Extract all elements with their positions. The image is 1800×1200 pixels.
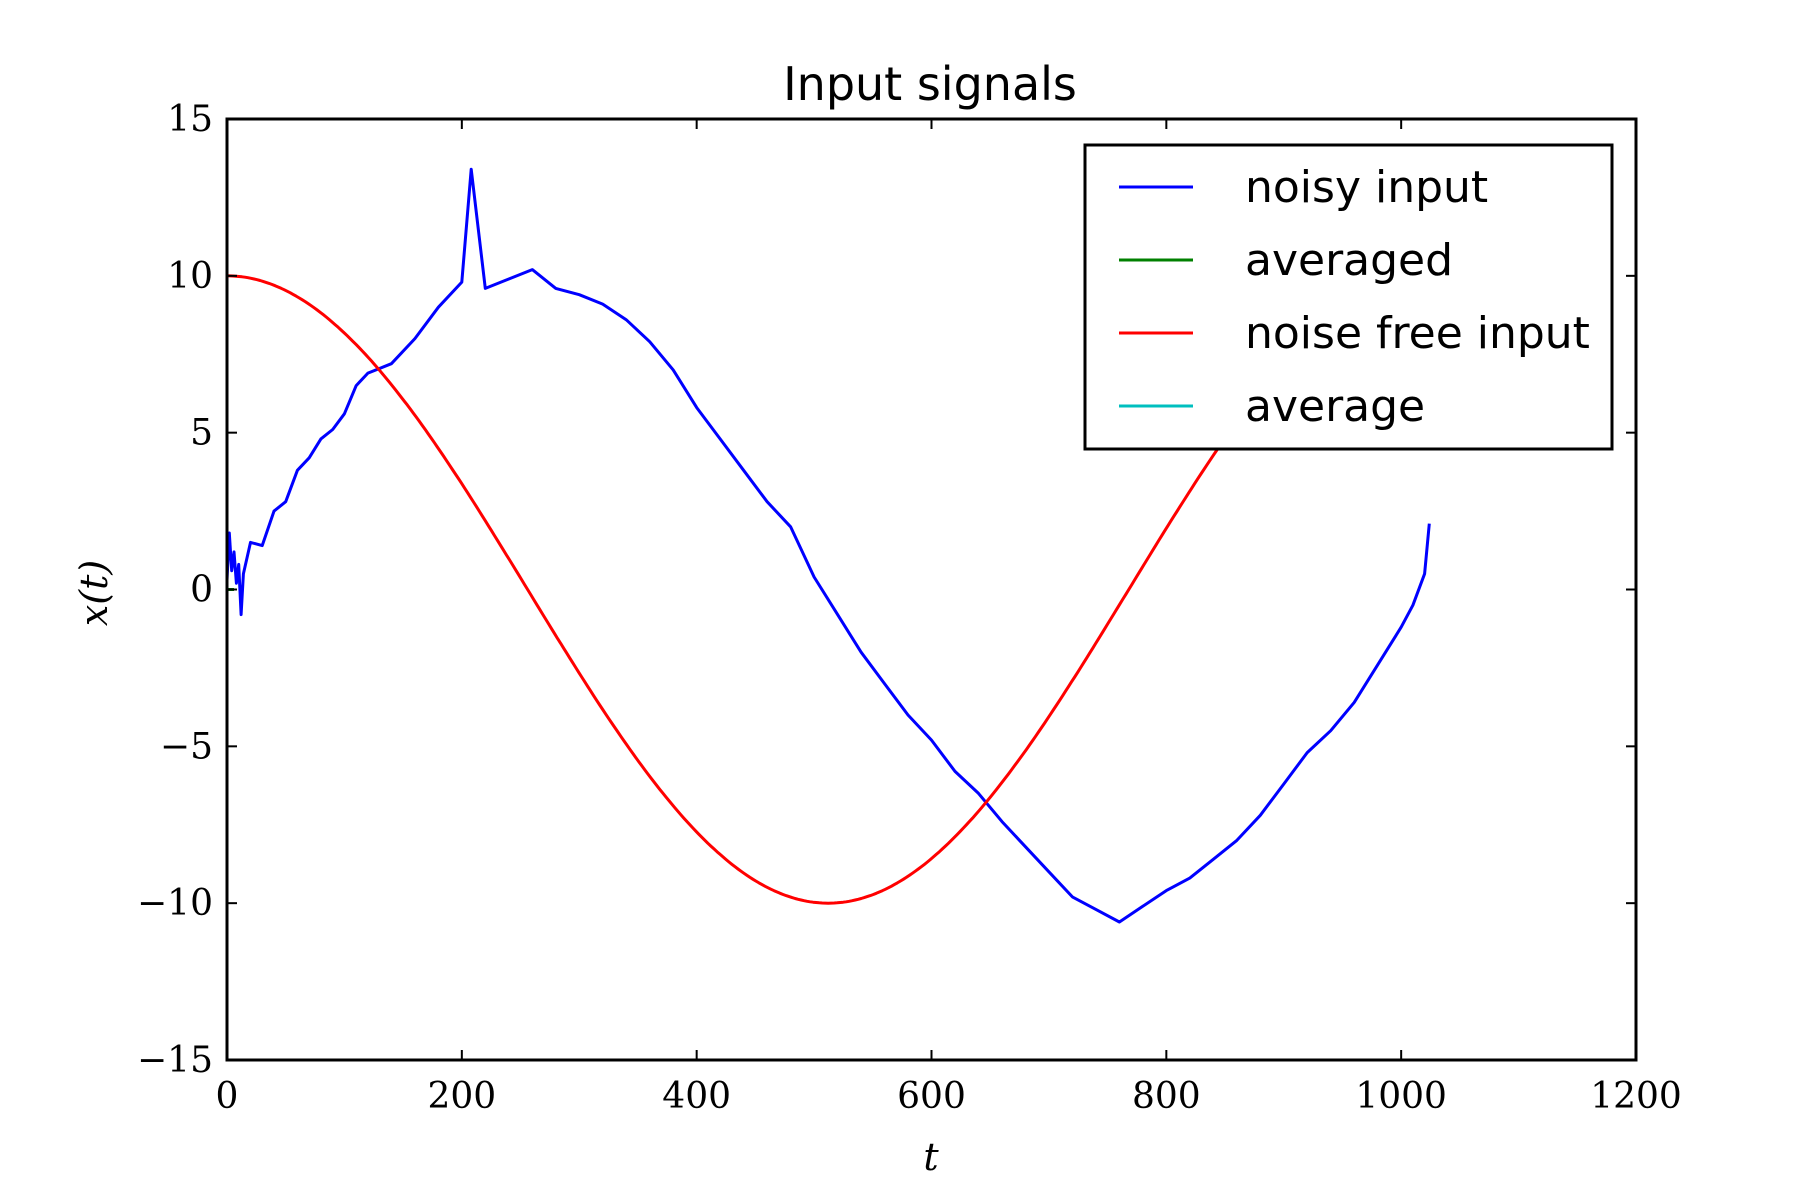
y-tick-label: 15 [167, 99, 213, 140]
chart-title: Input signals [783, 57, 1077, 111]
legend: noisy input averaged noise free input avera… [1083, 143, 1614, 451]
legend-label: noise free input [1245, 308, 1590, 359]
y-tick-label: −5 [160, 726, 213, 767]
y-axis-label: x(t) [72, 560, 116, 626]
axis-ticks: 0 200 400 600 800 1000 1200 −15 −10 −5 0 5 10 15 [137, 99, 1682, 1117]
legend-box [1083, 143, 1614, 451]
y-tick-label: 0 [190, 570, 213, 611]
x-tick-label: 600 [897, 1076, 966, 1117]
x-tick-label: 0 [216, 1076, 239, 1117]
series-line-1 [225, 167, 1431, 924]
x-tick-label: 1000 [1355, 1076, 1447, 1117]
y-tick-label: −10 [137, 883, 213, 924]
x-tick-label: 400 [662, 1076, 731, 1117]
y-tick-label: −15 [137, 1040, 213, 1081]
legend-label: noisy input [1245, 162, 1488, 213]
y-tick-label: 5 [190, 413, 213, 454]
x-tick-label: 1200 [1590, 1076, 1682, 1117]
legend-label: average [1245, 381, 1425, 432]
y-tick-label: 10 [167, 256, 213, 297]
x-tick-label: 800 [1132, 1076, 1201, 1117]
x-tick-label: 200 [427, 1076, 496, 1117]
legend-label: averaged [1245, 235, 1453, 286]
x-axis-label: t [923, 1135, 939, 1179]
